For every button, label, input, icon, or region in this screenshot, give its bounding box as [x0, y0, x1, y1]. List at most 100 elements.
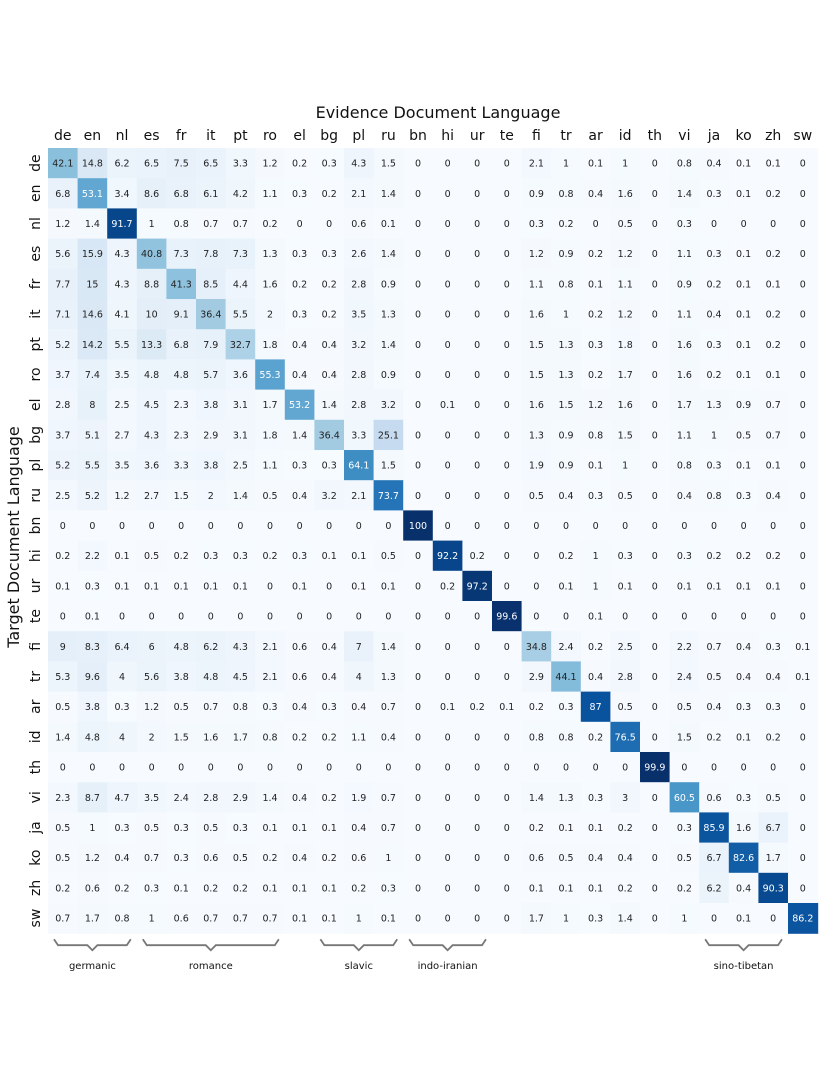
- cell-value-label: 0: [149, 763, 155, 774]
- cell-value-label: 0: [711, 612, 717, 623]
- heatmap-cell: [462, 329, 493, 360]
- heatmap-cell: [196, 450, 227, 481]
- heatmap-cell: [669, 389, 700, 421]
- cell-value-label: 64.1: [348, 461, 369, 472]
- heatmap-cell: [344, 389, 375, 421]
- cell-value-label: 0: [711, 219, 717, 230]
- heatmap-cell: [403, 872, 434, 904]
- cell-value-label: 0: [297, 219, 303, 230]
- heatmap-cell: [462, 872, 493, 904]
- cell-value-label: 0.7: [766, 400, 781, 411]
- cell-value-label: 1.5: [529, 370, 544, 381]
- heatmap-cell: [728, 329, 759, 360]
- cell-value-label: 0.3: [174, 823, 189, 834]
- heatmap-cell: [669, 721, 700, 753]
- heatmap-cell: [728, 510, 759, 542]
- heatmap-cell: [225, 691, 256, 723]
- heatmap-cell: [344, 903, 375, 934]
- group-bracket: [142, 938, 280, 952]
- cell-value-label: 2: [149, 732, 155, 743]
- heatmap-cell: [255, 268, 286, 300]
- cell-value-label: 0: [593, 763, 599, 774]
- heatmap-cell: [314, 903, 345, 934]
- heatmap-cell: [788, 570, 819, 602]
- heatmap-cell: [284, 329, 315, 360]
- cell-value-label: 0.1: [558, 823, 573, 834]
- cell-value-label: 15: [86, 279, 98, 290]
- cell-value-label: 3.5: [114, 461, 129, 472]
- cell-value-label: 1.1: [262, 461, 277, 472]
- cell-value-label: 0: [504, 823, 510, 834]
- cell-value-label: 0: [445, 310, 451, 321]
- heatmap-cell: [788, 691, 819, 723]
- cell-value-label: 1.8: [618, 340, 633, 351]
- heatmap-cell: [166, 299, 197, 330]
- cell-value-label: 1.6: [618, 189, 633, 200]
- heatmap-cell: [166, 148, 197, 179]
- heatmap-cell: [225, 842, 256, 874]
- heatmap-cell: [225, 148, 256, 179]
- cell-value-label: 0.8: [677, 159, 692, 170]
- cell-value-label: 0: [741, 763, 747, 774]
- cell-value-label: 0: [800, 310, 806, 321]
- heatmap-cell: [788, 299, 819, 330]
- cell-value-label: 1.7: [262, 400, 277, 411]
- cell-value-label: 0.2: [174, 551, 189, 562]
- heatmap-cell: [699, 178, 730, 209]
- cell-value-label: 0: [504, 883, 510, 894]
- heatmap-cell: [166, 842, 197, 874]
- cell-value-label: 3.3: [233, 159, 248, 170]
- heatmap-cell: [314, 359, 345, 391]
- cell-value-label: 0.3: [85, 581, 100, 592]
- cell-value-label: 0.6: [351, 219, 366, 230]
- heatmap-cell: [432, 208, 463, 240]
- heatmap-cell: [699, 359, 730, 391]
- cell-value-label: 3.1: [233, 430, 248, 441]
- cell-value-label: 5.2: [85, 491, 100, 502]
- heatmap-cell: [196, 570, 227, 602]
- cell-value-label: 1.3: [558, 340, 573, 351]
- heatmap-cell: [136, 329, 167, 360]
- y-tick-label: ru: [28, 488, 44, 503]
- heatmap-cell: [107, 329, 138, 360]
- heatmap-cell: [492, 359, 523, 391]
- heatmap-cell: [373, 329, 404, 360]
- cell-value-label: 1.1: [351, 732, 366, 743]
- heatmap-cell: [107, 268, 138, 300]
- heatmap-cell: [255, 389, 286, 421]
- heatmap-cell: [758, 903, 789, 934]
- cell-value-label: 2.2: [85, 551, 100, 562]
- cell-value-label: 0.7: [381, 823, 396, 834]
- cell-value-label: 0: [474, 914, 480, 925]
- language-family-brackets: germanic romance slavic indo-iranian sino-ti…: [53, 938, 783, 972]
- heatmap-cell: [699, 540, 730, 572]
- heatmap-cell: [699, 752, 730, 783]
- x-tick-labels: de en nl es fr it pt ro el bg pl ru bn hi ur te fi tr ar id…: [54, 128, 812, 144]
- cell-value-label: 1: [563, 159, 569, 170]
- heatmap-cell: [728, 752, 759, 783]
- cell-value-label: 6.2: [114, 159, 129, 170]
- cell-value-label: 1.7: [85, 914, 100, 925]
- cell-value-label: 2.6: [351, 249, 366, 260]
- heatmap-cell: [284, 721, 315, 753]
- heatmap-cell: [551, 208, 582, 240]
- heatmap-cell: [788, 872, 819, 904]
- heatmap-cell: [77, 540, 108, 572]
- cell-value-label: 0.6: [706, 793, 721, 804]
- cell-value-label: 0: [652, 581, 658, 592]
- heatmap-cell: [166, 329, 197, 360]
- heatmap-cell: [344, 148, 375, 179]
- heatmap-cell: [551, 450, 582, 481]
- heatmap-cell: [196, 812, 227, 844]
- cell-value-label: 0: [504, 581, 510, 592]
- cell-value-label: 0: [504, 279, 510, 290]
- heatmap-cell: [669, 782, 700, 813]
- heatmap-cell: [403, 782, 434, 813]
- cell-value-label: 5.6: [55, 249, 70, 260]
- cell-value-label: 9: [60, 642, 66, 653]
- heatmap-cell: [344, 661, 375, 693]
- heatmap-cell: [136, 238, 167, 270]
- heatmap-cell: [403, 238, 434, 270]
- heatmap-cell: [225, 752, 256, 783]
- cell-value-label: 0: [652, 914, 658, 925]
